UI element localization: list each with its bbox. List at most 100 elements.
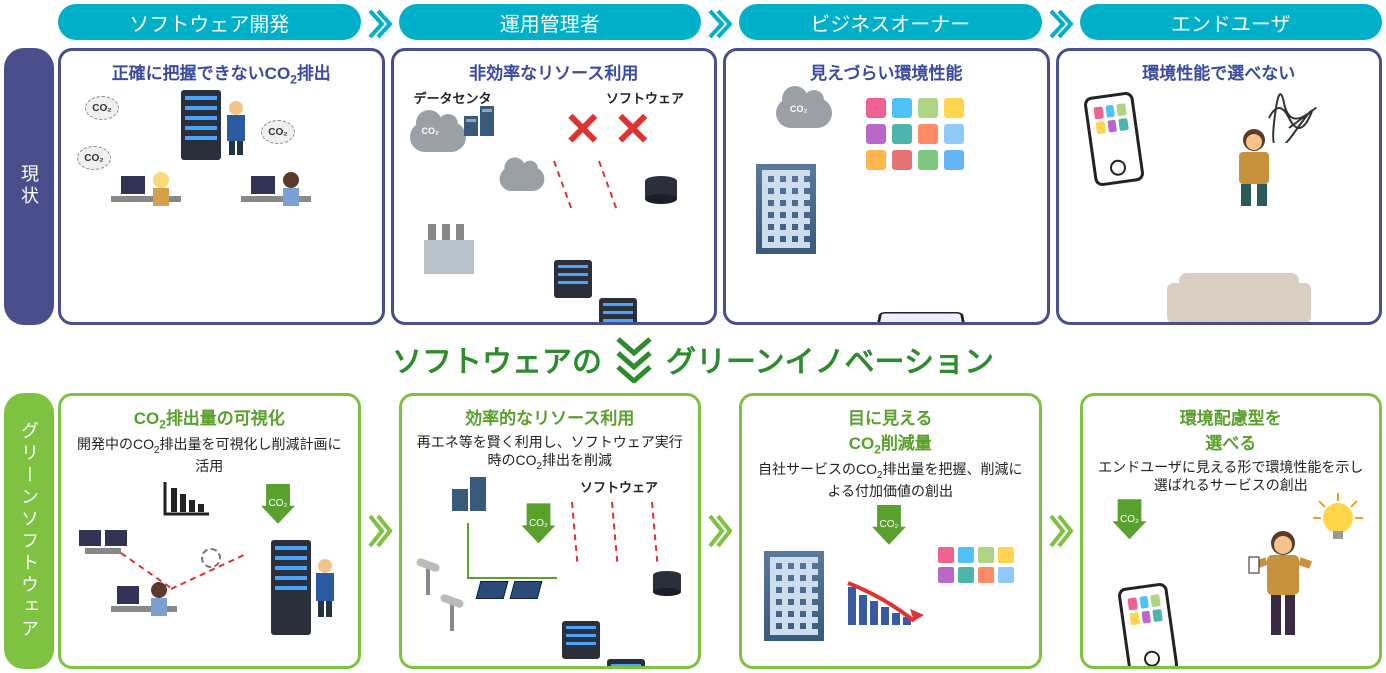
solar-icon <box>509 581 542 599</box>
app-burst-icon <box>938 547 1014 583</box>
green-line <box>467 523 469 578</box>
stage-pill-2: ビジネスオーナー <box>739 4 1042 40</box>
storage-icon <box>652 571 682 602</box>
dashed-line <box>651 502 658 562</box>
person-desk-icon <box>241 168 311 233</box>
cross-icon: ✕ <box>614 102 653 156</box>
card-title: 環境配慮型を選べる <box>1093 404 1370 454</box>
card-illustration <box>1069 88 1370 314</box>
green-card-3: 環境配慮型を選べる エンドユーザに見える形で環境性能を示し選ばれるサービスの創出… <box>1080 393 1383 670</box>
card-subtitle: エンドユーザに見える形で環境性能を示し選ばれるサービスの創出 <box>1093 458 1370 496</box>
innovation-right: グリーンイノベーション <box>666 337 994 381</box>
app-burst-icon <box>866 98 964 170</box>
green-row: CO2排出量の可視化 開発中のCO2排出量を可視化し削減計画に活用 CO₂ 効率… <box>58 393 1382 670</box>
monitors-icon <box>79 530 129 569</box>
current-row: 正確に把握できないCO2排出 CO₂ CO₂ CO₂ 非効率なリソース利用 デー… <box>58 48 1382 325</box>
current-card-1: 非効率なリソース利用 データセンタ ソフトウェア CO₂ CO₂ ✕ ✕ <box>391 48 718 325</box>
phone-icon <box>1082 91 1144 187</box>
storage-icon <box>644 176 678 209</box>
solar-icon <box>475 581 508 599</box>
person-desk-icon <box>111 168 181 233</box>
chevron-down-icon <box>614 335 654 383</box>
windmill-icon <box>450 601 454 631</box>
row-label-green: グリーンソフトウェア <box>4 393 54 670</box>
dashed-line <box>611 502 618 562</box>
sofa-icon <box>1179 273 1299 323</box>
server-icon <box>181 90 221 160</box>
card-illustration: データセンタ ソフトウェア CO₂ CO₂ ✕ ✕ <box>404 88 705 314</box>
card-illustration: CO₂ <box>71 480 348 658</box>
co2-text: CO₂ <box>504 140 522 150</box>
co2-down-badge: CO₂ <box>261 484 295 524</box>
chevron-right-icon <box>367 393 393 670</box>
datacenter-label: データセンタ <box>414 88 492 107</box>
stage-header: ソフトウェア開発 運用管理者 ビジネスオーナー エンドユーザ <box>58 4 1382 44</box>
person-icon <box>221 100 251 160</box>
person-icon <box>311 558 339 623</box>
green-card-1: 効率的なリソース利用 再エネ等を賢く利用し、ソフトウェア実行時のCO2排出を削減… <box>399 393 702 670</box>
stage-label: エンドユーザ <box>1171 8 1291 37</box>
card-title: CO2排出量の可視化 <box>71 404 348 431</box>
cross-icon: ✕ <box>564 102 603 156</box>
chevron-right-icon <box>707 393 733 670</box>
person-desk-icon <box>111 580 177 641</box>
row-label-current: 現状 <box>4 48 54 325</box>
innovation-left: ソフトウェアの <box>392 337 602 381</box>
current-card-3: 環境性能で選べない <box>1056 48 1383 325</box>
server-icon <box>562 621 600 659</box>
co2-bubble: CO₂ <box>77 146 111 170</box>
server-icon <box>554 260 592 298</box>
server-icon <box>607 659 645 669</box>
building-icon <box>756 164 816 254</box>
tablet-icon <box>872 312 970 324</box>
card-subtitle: 再エネ等を賢く利用し、ソフトウェア実行時のCO2排出を削減 <box>412 433 689 474</box>
server-icon <box>271 540 311 635</box>
dashed-line <box>553 161 572 209</box>
co2-down-badge: CO₂ <box>872 505 906 545</box>
innovation-title: ソフトウェアの グリーンイノベーション <box>4 329 1382 389</box>
card-illustration: CO₂ <box>736 88 1037 314</box>
chevron-right-icon <box>367 4 393 44</box>
datacenter-icon <box>452 477 498 516</box>
stage-label: ソフトウェア開発 <box>129 8 289 37</box>
card-title: 目に見えるCO2削減量 <box>752 404 1029 456</box>
chevron-right-icon <box>1048 4 1074 44</box>
co2-bubble: CO₂ <box>85 96 119 120</box>
card-subtitle: 自社サービスのCO2排出量を把握、削減による付加価値の創出 <box>752 460 1029 501</box>
factory-icon <box>424 240 474 274</box>
co2-text: CO₂ <box>422 126 440 136</box>
co2-text: CO₂ <box>790 104 808 114</box>
chevron-right-icon <box>707 4 733 44</box>
card-title: 効率的なリソース利用 <box>412 404 689 429</box>
current-card-0: 正確に把握できないCO2排出 CO₂ CO₂ CO₂ <box>58 48 385 325</box>
card-illustration: CO₂ <box>752 505 1029 658</box>
card-title: 環境性能で選べない <box>1069 59 1370 84</box>
software-label: ソフトウェア <box>580 477 658 496</box>
stage-pill-3: エンドユーザ <box>1080 4 1383 40</box>
dashed-line <box>571 502 578 562</box>
card-title: 見えづらい環境性能 <box>736 59 1037 84</box>
cloud-icon <box>499 167 544 191</box>
co2-down-badge: CO₂ <box>522 503 556 543</box>
card-illustration: CO₂ CO₂ CO₂ <box>71 90 372 313</box>
card-title: 非効率なリソース利用 <box>404 59 705 84</box>
chevron-right-icon <box>1048 393 1074 670</box>
person-icon <box>1219 128 1289 213</box>
stage-label: ビジネスオーナー <box>810 8 970 37</box>
dashed-line <box>598 161 617 209</box>
card-title: 正確に把握できないCO2排出 <box>71 59 372 86</box>
current-card-2: 見えづらい環境性能 CO₂ <box>723 48 1050 325</box>
card-illustration: CO₂ <box>1093 499 1370 658</box>
datacenter-icon <box>464 106 504 141</box>
windmill-icon <box>426 565 430 595</box>
trend-arrow-icon <box>844 577 924 632</box>
card-subtitle: 開発中のCO2排出量を可視化し削減計画に活用 <box>71 435 348 476</box>
green-card-0: CO2排出量の可視化 開発中のCO2排出量を可視化し削減計画に活用 CO₂ <box>58 393 361 670</box>
co2-bubble: CO₂ <box>261 120 295 144</box>
stage-label: 運用管理者 <box>500 8 600 37</box>
phone-icon <box>1116 582 1178 669</box>
building-icon <box>764 551 824 641</box>
co2-down-badge: CO₂ <box>1113 499 1147 539</box>
green-line <box>467 577 557 579</box>
stage-pill-1: 運用管理者 <box>399 4 702 40</box>
